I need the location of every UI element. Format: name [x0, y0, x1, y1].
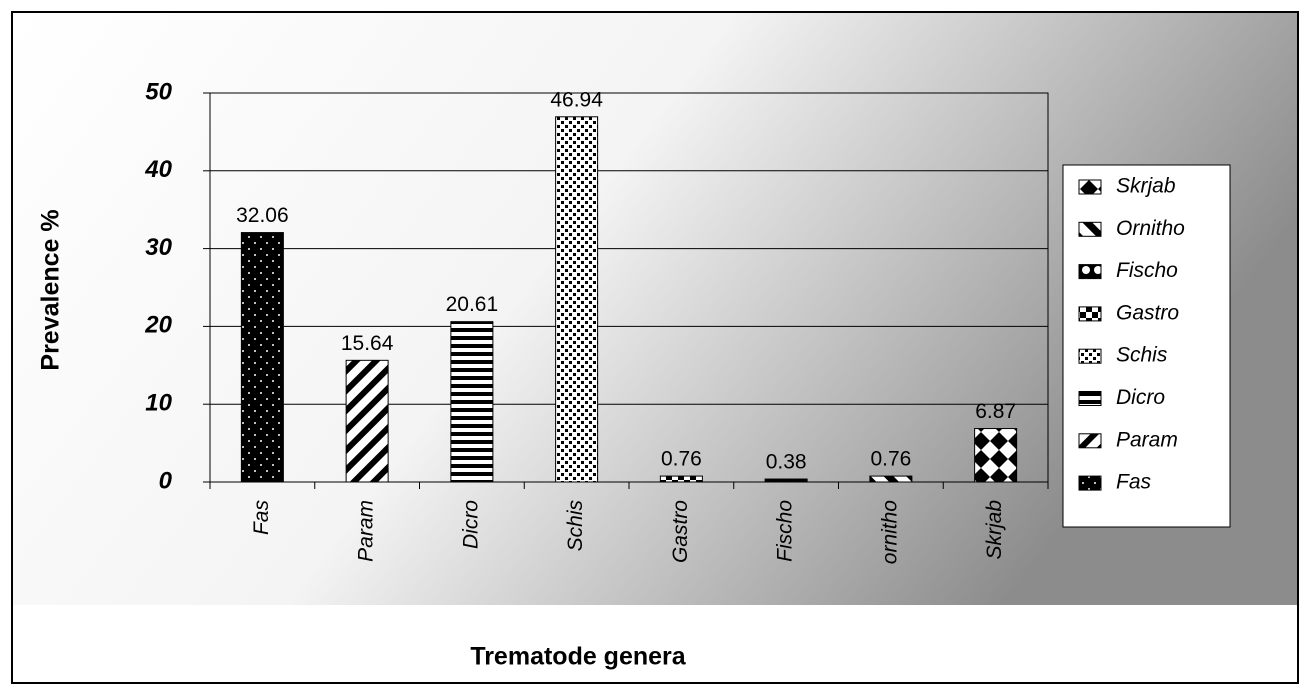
x-tick-label: Dicro	[459, 500, 482, 549]
data-label: 15.64	[341, 332, 394, 355]
bar	[345, 359, 389, 483]
legend-label: Param	[1116, 428, 1178, 451]
legend-label: Gastro	[1116, 301, 1179, 324]
y-tick-label: 0	[159, 467, 173, 494]
x-axis-title: Trematode genera	[470, 643, 686, 671]
x-tick-label: ornitho	[878, 500, 901, 565]
bar	[974, 428, 1018, 483]
legend-label: Skrjab	[1116, 175, 1176, 198]
data-label: 0.76	[870, 448, 911, 471]
x-tick-label: Fas	[250, 500, 273, 536]
x-tick-label: Schis	[564, 500, 587, 552]
x-tick-label: Fischo	[774, 500, 797, 562]
x-tick-label: Param	[355, 500, 378, 562]
legend-swatch	[1078, 433, 1102, 449]
x-tick-label: Skrjab	[983, 500, 1006, 560]
bar	[555, 116, 599, 483]
bar	[450, 321, 494, 483]
data-label: 32.06	[236, 204, 289, 227]
legend-swatch	[1078, 475, 1102, 491]
legend-swatch	[1078, 348, 1102, 364]
y-tick-label: 30	[145, 234, 172, 261]
legend-label: Dicro	[1116, 386, 1165, 409]
legend-swatch	[1078, 179, 1102, 195]
data-label: 6.87	[975, 400, 1016, 423]
y-tick-label: 50	[145, 78, 172, 105]
y-axis-title: Prevalence %	[37, 209, 65, 370]
y-tick-label: 40	[144, 156, 172, 183]
y-tick-label: 20	[144, 312, 172, 339]
legend-label: Schis	[1116, 344, 1168, 367]
legend-swatch	[1078, 306, 1102, 322]
bar	[659, 475, 703, 483]
data-label: 20.61	[446, 293, 499, 316]
x-tick-label: Gastro	[669, 500, 692, 563]
data-label: 0.38	[766, 451, 807, 474]
bar	[764, 478, 808, 483]
legend-swatch	[1078, 221, 1102, 237]
y-tick-label: 10	[145, 390, 172, 417]
bar	[869, 475, 913, 483]
legend-label: Ornitho	[1116, 217, 1185, 240]
legend-label: Fischo	[1116, 259, 1178, 282]
bar	[240, 232, 284, 483]
legend-swatch	[1078, 391, 1102, 406]
legend-swatch	[1078, 264, 1102, 280]
data-label: 46.94	[550, 88, 603, 111]
legend-label: Fas	[1116, 471, 1152, 494]
data-label: 0.76	[661, 448, 702, 471]
